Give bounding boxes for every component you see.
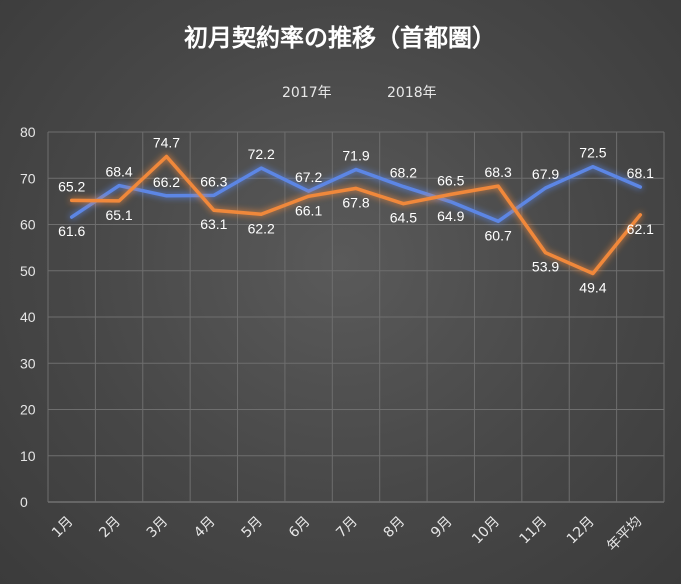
data-label: 53.9 [532, 259, 559, 275]
y-tick-label: 40 [20, 309, 36, 325]
legend-label: 2017年 [282, 85, 332, 101]
data-label: 68.4 [105, 164, 132, 180]
data-label: 67.9 [532, 166, 559, 182]
x-tick-label: 年平均 [604, 514, 645, 555]
series-line-2017年 [69, 164, 643, 224]
data-label: 62.1 [627, 221, 654, 237]
data-label: 68.1 [627, 165, 654, 181]
x-tick-label: 7月 [333, 514, 361, 542]
x-tick-label: 4月 [191, 514, 219, 542]
data-label: 62.2 [248, 220, 275, 236]
data-label: 66.1 [295, 202, 322, 218]
x-axis: 1月 2月 3月 4月 5月 6月 7月 8月 9月 10月 11月 12月 年平均 [49, 514, 645, 555]
data-label: 68.2 [390, 165, 417, 181]
y-tick-label: 70 [20, 170, 36, 186]
data-label: 64.5 [390, 210, 417, 226]
x-tick-label: 5月 [239, 514, 267, 542]
y-tick-label: 20 [20, 402, 36, 418]
data-label: 72.5 [579, 145, 606, 161]
data-label: 72.2 [248, 146, 275, 162]
y-tick-label: 60 [20, 217, 36, 233]
data-label: 61.6 [58, 223, 85, 239]
data-label: 60.7 [485, 227, 512, 243]
gridlines [47, 131, 665, 503]
x-tick-label: 10月 [469, 514, 503, 548]
series-line-2018年 [69, 154, 643, 276]
data-label: 67.2 [295, 169, 322, 185]
x-tick-label: 2月 [96, 514, 124, 542]
x-tick-label: 11月 [517, 514, 551, 548]
data-label: 65.2 [58, 178, 85, 194]
data-label: 49.4 [579, 280, 606, 296]
x-tick-label: 12月 [564, 514, 598, 548]
y-tick-label: 10 [20, 448, 36, 464]
x-tick-label: 9月 [428, 514, 456, 542]
y-tick-label: 80 [20, 124, 36, 140]
data-label: 71.9 [342, 147, 369, 163]
x-tick-label: 6月 [286, 514, 314, 542]
data-labels: 61.6 68.4 66.2 66.3 72.2 67.2 71.9 68.2 64.9 60.7… [58, 135, 654, 296]
data-label: 66.2 [153, 174, 180, 190]
y-tick-label: 50 [20, 263, 36, 279]
y-axis: 0 10 20 30 40 50 60 70 80 [20, 124, 36, 510]
data-label: 66.3 [200, 173, 227, 189]
data-label: 74.7 [153, 135, 180, 151]
legend: 2017年 2018年 [248, 85, 437, 101]
data-label: 67.8 [342, 194, 369, 210]
x-tick-label: 1月 [49, 514, 77, 542]
chart-title: 初月契約率の推移（首都圏） [184, 24, 496, 52]
data-label: 64.9 [437, 208, 464, 224]
series-lines [69, 154, 643, 276]
data-label: 68.3 [485, 164, 512, 180]
y-tick-label: 0 [20, 494, 28, 510]
data-label: 63.1 [200, 216, 227, 232]
x-tick-label: 8月 [381, 514, 409, 542]
x-tick-label: 3月 [144, 514, 172, 542]
legend-label: 2018年 [387, 85, 437, 101]
y-tick-label: 30 [20, 355, 36, 371]
data-label: 66.5 [437, 172, 464, 188]
data-label: 65.1 [105, 207, 132, 223]
